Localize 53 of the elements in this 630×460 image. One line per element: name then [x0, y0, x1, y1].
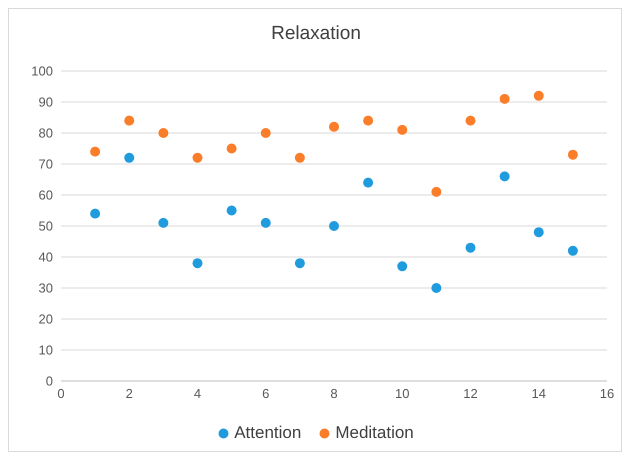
y-tick-label: 80	[38, 126, 53, 141]
point	[466, 242, 476, 253]
point	[363, 116, 374, 126]
y-tick-label: 70	[38, 156, 53, 172]
point	[397, 261, 408, 272]
y-tick-label: 100	[31, 64, 53, 79]
y-tick-label: 90	[38, 94, 53, 110]
point	[500, 94, 510, 104]
legend-label: Meditation	[335, 423, 414, 443]
x-tick-label: 12	[463, 386, 478, 402]
x-tick-label: 8	[330, 386, 338, 402]
point	[260, 218, 271, 228]
point	[534, 227, 544, 238]
point	[124, 152, 134, 163]
point	[226, 144, 237, 154]
x-tick-label: 0	[57, 386, 65, 402]
y-tick-label: 40	[38, 250, 53, 265]
y-tick-label: 60	[38, 188, 53, 203]
y-tick-label: 20	[38, 312, 53, 327]
x-tick-label: 16	[600, 386, 614, 402]
point	[431, 283, 442, 293]
point	[431, 186, 442, 197]
point	[329, 122, 339, 132]
point	[534, 90, 544, 101]
point	[294, 258, 305, 268]
y-tick-label: 30	[38, 280, 53, 296]
x-tick-label: 6	[262, 386, 270, 402]
point	[90, 146, 100, 157]
x-tick-label: 14	[532, 386, 546, 402]
legend-label: Attention	[234, 423, 302, 443]
point	[124, 116, 134, 126]
point	[192, 258, 202, 268]
point	[260, 128, 271, 138]
point	[466, 116, 476, 126]
point	[90, 208, 100, 219]
y-tick-label: 50	[38, 218, 53, 234]
point	[329, 221, 339, 231]
x-tick-label: 4	[194, 386, 202, 402]
point	[158, 218, 168, 228]
point	[568, 150, 578, 160]
y-tick-label: 0	[46, 374, 53, 389]
point	[158, 128, 168, 138]
point	[363, 178, 374, 188]
point	[397, 124, 408, 135]
y-tick-label: 10	[38, 342, 53, 358]
x-tick-label: 2	[126, 386, 133, 402]
x-tick-label: 10	[395, 386, 410, 402]
point	[568, 246, 578, 256]
point	[500, 171, 510, 182]
point	[226, 206, 237, 216]
point	[192, 152, 202, 163]
chart-title: Relaxation	[270, 23, 362, 45]
point	[294, 152, 305, 163]
